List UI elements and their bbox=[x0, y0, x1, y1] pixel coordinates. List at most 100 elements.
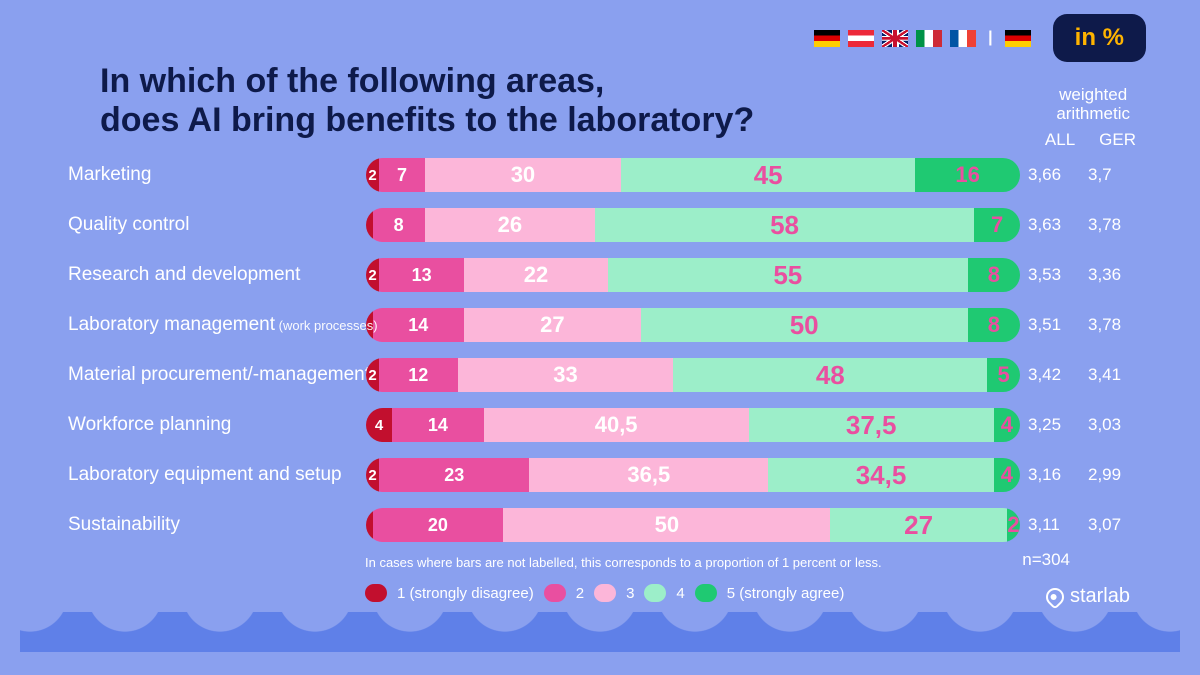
bar-segment-5: 2 bbox=[1007, 508, 1020, 542]
weighted-ger: 3,78 bbox=[1088, 315, 1140, 335]
bar-segment-3: 36,5 bbox=[529, 458, 768, 492]
legend-swatch-4-icon bbox=[644, 584, 666, 602]
bar-segment-1: 2 bbox=[366, 458, 379, 492]
flag-germany-icon bbox=[814, 30, 840, 47]
legend-label-4: 4 bbox=[676, 585, 684, 602]
weighted-columns: ALL GER bbox=[1045, 130, 1136, 150]
bar-segment-3: 40,5 bbox=[484, 408, 749, 442]
legend-label-1: 1 (strongly disagree) bbox=[397, 585, 534, 602]
weighted-all: 3,25 bbox=[1028, 415, 1080, 435]
weighted-ger: 3,41 bbox=[1088, 365, 1140, 385]
weighted-ger: 3,78 bbox=[1088, 215, 1140, 235]
sample-size: n=304 bbox=[1022, 550, 1070, 570]
flag-italy-icon bbox=[916, 30, 942, 47]
stacked-bar: 21322558 bbox=[366, 258, 1020, 292]
weighted-all: 3,63 bbox=[1028, 215, 1080, 235]
bar-segment-3: 33 bbox=[458, 358, 674, 392]
title-line-2: does AI bring benefits to the laboratory… bbox=[100, 101, 754, 140]
row-label: Material procurement/-management bbox=[68, 364, 358, 386]
weighted-ger: 3,36 bbox=[1088, 265, 1140, 285]
bar-segment-2: 14 bbox=[392, 408, 484, 442]
row-label: Research and development bbox=[68, 264, 358, 286]
chart-row: Laboratory management (work processes) 14… bbox=[68, 308, 1140, 342]
bar-segment-4: 58 bbox=[595, 208, 974, 242]
chart-row: Sustainability20502723,113,07 bbox=[68, 508, 1140, 542]
bar-segment-4: 55 bbox=[608, 258, 968, 292]
bar-segment-5: 4 bbox=[994, 458, 1020, 492]
chart-rows: Marketing273045163,663,7Quality control8… bbox=[68, 158, 1140, 542]
row-label: Laboratory equipment and setup bbox=[68, 464, 358, 486]
col-all: ALL bbox=[1045, 130, 1075, 150]
bar-segment-5: 8 bbox=[968, 308, 1020, 342]
bar-segment-4: 34,5 bbox=[768, 458, 994, 492]
weighted-ger: 3,03 bbox=[1088, 415, 1140, 435]
bar-segment-3: 22 bbox=[464, 258, 608, 292]
weighted-all: 3,42 bbox=[1028, 365, 1080, 385]
bar-segment-2: 14 bbox=[373, 308, 465, 342]
chart-card: | in % In which of the following areas, … bbox=[20, 0, 1180, 650]
bar-segment-2: 7 bbox=[379, 158, 425, 192]
weighted-header: weighted arithmetic bbox=[1056, 86, 1130, 123]
weighted-ger: 3,07 bbox=[1088, 515, 1140, 535]
stacked-bar: 41440,537,54 bbox=[366, 408, 1020, 442]
legend-label-2: 2 bbox=[576, 585, 584, 602]
brand-logo: starlab bbox=[1046, 585, 1130, 608]
legend-swatch-2-icon bbox=[544, 584, 566, 602]
weighted-header-2: arithmetic bbox=[1056, 105, 1130, 124]
bar-segment-5: 7 bbox=[974, 208, 1020, 242]
bar-segment-5: 16 bbox=[915, 158, 1020, 192]
brand-logo-icon bbox=[1042, 584, 1067, 609]
bar-segment-5: 8 bbox=[968, 258, 1020, 292]
row-label: Sustainability bbox=[68, 514, 358, 536]
weighted-ger: 2,99 bbox=[1088, 465, 1140, 485]
bar-segment-2: 13 bbox=[379, 258, 464, 292]
flag-france-icon bbox=[950, 30, 976, 47]
bar-segment-1: 2 bbox=[366, 158, 379, 192]
footnote: In cases where bars are not labelled, th… bbox=[365, 555, 882, 570]
chart-row: Marketing273045163,663,7 bbox=[68, 158, 1140, 192]
legend-label-5: 5 (strongly agree) bbox=[727, 585, 845, 602]
bar-segment-3: 26 bbox=[425, 208, 595, 242]
stacked-bar: 21233485 bbox=[366, 358, 1020, 392]
weighted-all: 3,53 bbox=[1028, 265, 1080, 285]
stacked-bar: 826587 bbox=[366, 208, 1020, 242]
bar-segment-5: 4 bbox=[994, 408, 1020, 442]
bar-segment-4: 48 bbox=[673, 358, 987, 392]
chart-row: Research and development 21322558 3,53 3,36 bbox=[68, 258, 1140, 292]
row-label: Workforce planning bbox=[68, 414, 358, 436]
wave-decoration bbox=[20, 612, 1180, 652]
flag-uk-icon bbox=[882, 30, 908, 47]
bar-segment-3: 30 bbox=[425, 158, 621, 192]
weighted-all: 3,66 bbox=[1028, 165, 1080, 185]
legend-swatch-3-icon bbox=[594, 584, 616, 602]
weighted-all: 3,16 bbox=[1028, 465, 1080, 485]
bar-segment-1: 2 bbox=[366, 258, 379, 292]
chart-title: In which of the following areas, does AI… bbox=[100, 62, 754, 140]
col-ger: GER bbox=[1099, 130, 1136, 150]
legend: 1 (strongly disagree) 2 3 4 5 (strongly … bbox=[365, 584, 844, 602]
row-sublabel: (work processes) bbox=[275, 318, 378, 333]
bar-segment-4: 45 bbox=[621, 158, 915, 192]
stacked-bar: 1427508 bbox=[366, 308, 1020, 342]
chart-row: Material procurement/-management 21233485… bbox=[68, 358, 1140, 392]
unit-badge: in % bbox=[1053, 14, 1146, 62]
bar-segment-4: 37,5 bbox=[749, 408, 994, 442]
flag-austria-icon bbox=[848, 30, 874, 47]
bar-segment-5: 5 bbox=[987, 358, 1020, 392]
brand-logo-text: starlab bbox=[1070, 585, 1130, 608]
stacked-bar: 22336,534,54 bbox=[366, 458, 1020, 492]
flag-separator: | bbox=[984, 29, 996, 47]
legend-swatch-5-icon bbox=[695, 584, 717, 602]
row-label: Quality control bbox=[68, 214, 358, 236]
row-label: Laboratory management (work processes) bbox=[68, 314, 358, 336]
weighted-header-1: weighted bbox=[1056, 86, 1130, 105]
stacked-bar: 2050272 bbox=[366, 508, 1020, 542]
bar-segment-3: 27 bbox=[464, 308, 641, 342]
chart-row: Quality control 826587 3,63 3,78 bbox=[68, 208, 1140, 242]
flag-germany-highlight-icon bbox=[1005, 30, 1031, 47]
flags-row: | in % bbox=[814, 14, 1146, 62]
stacked-bar: 27304516 bbox=[366, 158, 1020, 192]
bar-segment-2: 23 bbox=[379, 458, 529, 492]
weighted-all: 3,51 bbox=[1028, 315, 1080, 335]
bar-segment-2: 8 bbox=[373, 208, 425, 242]
